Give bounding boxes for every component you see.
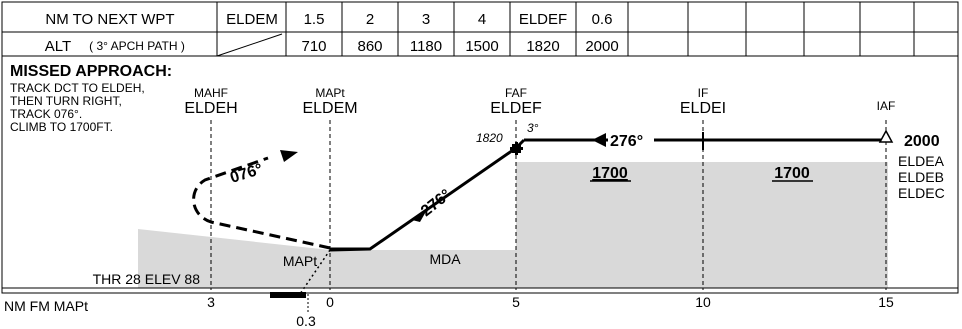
final-arrow xyxy=(412,208,428,222)
missed-area-shade xyxy=(138,229,330,250)
row2-label-main: ALT xyxy=(45,38,71,55)
row2-cell-6: 2000 xyxy=(585,38,618,55)
runway-bar xyxy=(270,292,306,298)
if-role: IF xyxy=(698,86,709,100)
row1-cell-5: ELDEF xyxy=(519,11,567,28)
profile-table: NM TO NEXT WPT ELDEM 1.5 2 3 4 ELDEF 0.6… xyxy=(1,1,959,57)
missed-approach-path xyxy=(192,156,331,250)
mahf-name: ELDEH xyxy=(184,100,237,117)
final-approach-path xyxy=(330,138,526,251)
faf-role: FAF xyxy=(505,86,527,100)
axis-tick-15: 15 xyxy=(878,294,894,310)
mapt-name: ELDEM xyxy=(302,100,357,117)
row2-cell-2: 860 xyxy=(357,38,382,55)
min-alt-area-shade xyxy=(516,162,888,288)
row1-cell-1: 1.5 xyxy=(304,11,325,28)
final-track-label: 276° xyxy=(418,186,455,220)
missed-line-1: TRACK DCT TO ELDEH, xyxy=(10,81,145,95)
axis-label: NM FM MAPt xyxy=(4,298,88,314)
missed-line-3: TRACK 076°. xyxy=(10,107,82,121)
row1-cell-0: ELDEM xyxy=(226,11,278,28)
missed-track-label: 076° xyxy=(228,161,265,187)
missed-approach-title: MISSED APPROACH: xyxy=(10,63,172,80)
axis-tick-0: 0 xyxy=(326,294,334,310)
mapt-role: MAPt xyxy=(315,86,345,100)
inbound-arrow xyxy=(592,133,606,147)
row2-label-sub: ( 3° APCH PATH ) xyxy=(89,39,185,53)
glide-angle: 3° xyxy=(527,121,539,135)
if-name: ELDEI xyxy=(680,100,726,117)
profile-frame xyxy=(1,55,959,294)
missed-line-4: CLIMB TO 1700FT. xyxy=(10,120,113,134)
iaf-altitude: 2000 xyxy=(904,133,940,150)
row2-cell-1: 710 xyxy=(301,38,326,55)
iaf-alt-3: ELDEC xyxy=(898,185,945,201)
row1-cell-6: 0.6 xyxy=(592,11,613,28)
mahf-role: MAHF xyxy=(194,86,228,100)
row2-cell-5: 1820 xyxy=(526,38,559,55)
iaf-alt-2: ELDEB xyxy=(898,169,944,185)
missed-arrow xyxy=(280,150,298,162)
inbound-track-label: 276° xyxy=(610,133,643,150)
row1-label: NM TO NEXT WPT xyxy=(45,11,174,28)
faf-altitude: 1820 xyxy=(476,131,503,145)
iaf-alt-1: ELDEA xyxy=(898,153,945,169)
faf-name: ELDEF xyxy=(490,100,542,117)
row1-cell-3: 3 xyxy=(422,11,430,28)
row2-cell-3: 1180 xyxy=(410,38,442,55)
axis-tick-10: 10 xyxy=(695,294,711,310)
faf-cross-icon xyxy=(510,142,523,155)
mapt-ground-label: MAPt xyxy=(283,253,317,269)
axis-tick-3: 3 xyxy=(207,294,215,310)
axis-tick-0-3: 0.3 xyxy=(296,313,316,329)
row1-cell-4: 4 xyxy=(478,11,486,28)
row2-cell-4: 1500 xyxy=(465,38,498,55)
min-alt-faf-if: 1700 xyxy=(592,165,628,182)
min-alt-if-iaf: 1700 xyxy=(774,165,810,182)
descent-extension xyxy=(299,249,331,295)
mda-label: MDA xyxy=(429,251,461,267)
iaf-role: IAF xyxy=(877,99,896,113)
axis-tick-5: 5 xyxy=(512,294,520,310)
iaf-triangle xyxy=(878,129,894,143)
row1-cell-2: 2 xyxy=(366,11,374,28)
threshold-label: THR 28 ELEV 88 xyxy=(93,271,201,287)
missed-line-2: THEN TURN RIGHT, xyxy=(10,94,122,108)
